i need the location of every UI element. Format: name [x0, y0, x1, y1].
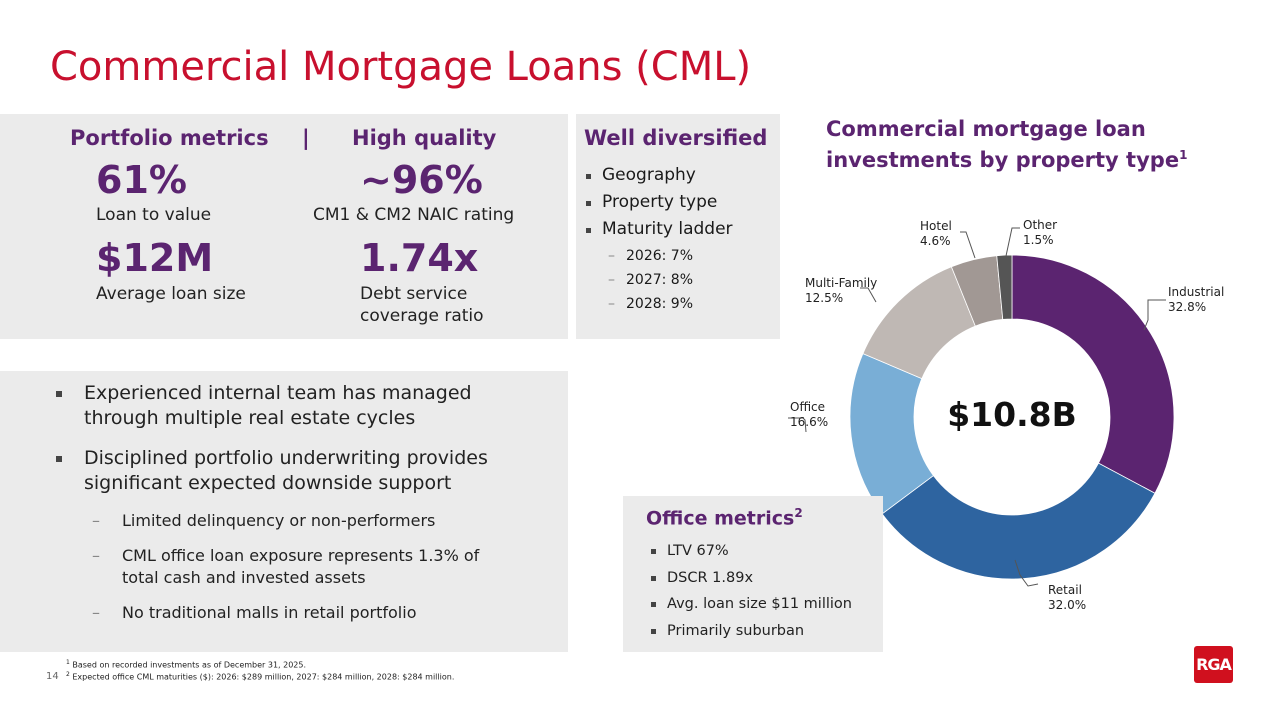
diversified-list: Geography Property type Maturity ladder	[584, 162, 733, 243]
label-office: Office 16.6%	[790, 400, 829, 429]
slice-retail	[881, 462, 1156, 580]
chart-center-total: $10.8B	[947, 395, 1077, 434]
key-point: Experienced internal team has managed th…	[54, 381, 488, 431]
label-other: Other 1.5%	[1023, 218, 1058, 247]
naic-label: CM1 & CM2 NAIC rating	[313, 205, 515, 225]
ltv-label: Loan to value	[96, 205, 212, 225]
well-diversified-panel: Well diversified Geography Property type…	[576, 114, 780, 339]
slice-industrial	[1011, 254, 1175, 494]
dscr-label-line2: coverage ratio	[360, 306, 484, 326]
header-separator: |	[302, 126, 310, 150]
footnote-2: 2 Expected office CML maturities ($): 20…	[66, 671, 455, 682]
office-metric-item: Avg. loan size $11 million	[649, 591, 852, 618]
key-point: Disciplined portfolio underwriting provi…	[54, 446, 488, 496]
diversified-item: Property type	[584, 189, 733, 216]
office-metric-item: LTV 67%	[649, 538, 852, 565]
naic-value: ~96%	[360, 158, 483, 202]
diversified-item: Geography	[584, 162, 733, 189]
bullet-icon	[56, 456, 62, 462]
key-points: Experienced internal team has managed th…	[54, 381, 488, 624]
label-retail: Retail 32.0%	[1048, 583, 1087, 612]
sub-point: – CML office loan exposure represents 1.…	[92, 546, 480, 587]
dscr-value: 1.74x	[360, 236, 479, 280]
bullet-icon	[56, 391, 62, 397]
label-hotel: Hotel 4.6%	[920, 219, 952, 248]
avg-loan-label: Average loan size	[96, 284, 246, 304]
maturity-item: 2026: 7%	[606, 244, 693, 268]
page-number: 14	[46, 671, 59, 682]
footnote-1: 1 Based on recorded investments as of De…	[66, 659, 307, 670]
sub-point: – No traditional malls in retail portfol…	[92, 603, 417, 622]
chart-title: Commercial mortgage loan investments by …	[826, 117, 1188, 172]
dash-icon: –	[92, 511, 100, 530]
portfolio-metrics-header: Portfolio metrics	[70, 126, 269, 150]
rga-logo: RGA	[1194, 646, 1233, 683]
callout-lines	[788, 227, 1166, 587]
dash-icon: –	[92, 546, 100, 565]
dash-icon: –	[92, 603, 100, 622]
label-industrial: Industrial 32.8%	[1168, 285, 1225, 314]
maturity-list: 2026: 7% 2027: 8% 2028: 9%	[606, 244, 693, 316]
avg-loan-value: $12M	[96, 236, 214, 280]
well-diversified-header: Well diversified	[584, 126, 768, 150]
label-multi-family: Multi-Family 12.5%	[805, 276, 878, 305]
office-metric-item: Primarily suburban	[649, 618, 852, 645]
sub-point: – Limited delinquency or non-performers	[92, 511, 436, 530]
maturity-item: 2027: 8%	[606, 268, 693, 292]
dscr-label-line1: Debt service	[360, 284, 468, 304]
office-metrics-list: LTV 67% DSCR 1.89x Avg. loan size $11 mi…	[649, 538, 852, 644]
portfolio-metrics-panel: Portfolio metrics | High quality 61% Loa…	[0, 114, 568, 339]
slice-other	[996, 254, 1013, 320]
diversified-item: Maturity ladder	[584, 216, 733, 243]
office-metrics-header: Office metrics2	[646, 506, 803, 530]
office-metrics-panel: Office metrics2 LTV 67% DSCR 1.89x Avg. …	[623, 496, 883, 652]
donut-slices	[849, 254, 1175, 580]
ltv-value: 61%	[96, 158, 187, 202]
maturity-item: 2028: 9%	[606, 292, 693, 316]
office-metric-item: DSCR 1.89x	[649, 565, 852, 592]
key-points-panel: Experienced internal team has managed th…	[0, 371, 568, 652]
high-quality-header: High quality	[352, 126, 497, 150]
page-title: Commercial Mortgage Loans (CML)	[50, 44, 752, 90]
